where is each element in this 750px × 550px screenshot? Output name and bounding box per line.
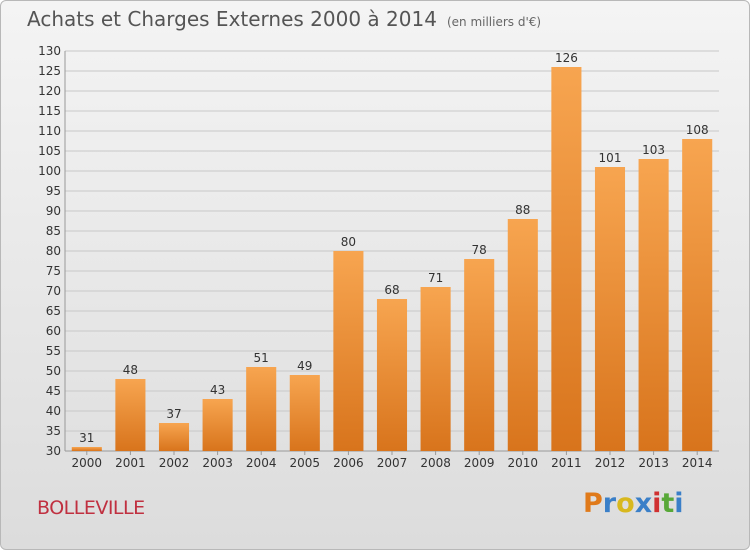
bar-2002 — [158, 423, 190, 451]
y-tick-label: 40 — [46, 404, 61, 418]
data-label: 43 — [210, 383, 225, 397]
bar-2010 — [507, 219, 538, 451]
chart-subtitle: (en milliers d'€) — [446, 15, 542, 29]
x-tick-label: 2000 — [72, 456, 103, 470]
x-tick-label: 2008 — [420, 456, 451, 470]
data-label: 49 — [297, 359, 312, 373]
y-tick-label: 120 — [38, 84, 61, 98]
data-label: 101 — [599, 151, 622, 165]
logo-letter: x — [634, 488, 653, 519]
data-label: 31 — [79, 431, 94, 445]
logo-letter: o — [616, 488, 635, 519]
data-label: 108 — [686, 123, 709, 137]
logo-letter: t — [661, 488, 675, 519]
labels: 30 35 40 45 50 55 60 65 70 75 80 85 90 95 100 105 110 115… — [38, 44, 712, 470]
data-label: 88 — [515, 203, 530, 217]
y-tick-label: 130 — [38, 44, 61, 58]
bar-2013 — [638, 159, 669, 451]
y-tick-label: 105 — [38, 144, 61, 158]
logo-letter: i — [652, 488, 662, 519]
data-label: 68 — [384, 283, 399, 297]
y-tick-label: 65 — [46, 304, 61, 318]
y-tick-label: 100 — [38, 164, 61, 178]
y-tick-label: 55 — [46, 344, 61, 358]
data-label: 78 — [472, 243, 487, 257]
bar-2008 — [420, 287, 451, 451]
y-tick-label: 80 — [46, 244, 61, 258]
bar-2005 — [289, 375, 320, 451]
x-tick-label: 2006 — [333, 456, 364, 470]
x-tick-label: 2011 — [551, 456, 582, 470]
bar-2003 — [202, 399, 233, 451]
chart-title: Achats et Charges Externes 2000 à 2014 — [27, 7, 437, 31]
chart-title-row: Achats et Charges Externes 2000 à 2014 (e… — [27, 7, 541, 31]
data-label: 51 — [254, 351, 269, 365]
y-tick-label: 115 — [38, 104, 61, 118]
bar-2014 — [682, 139, 713, 451]
x-tick-label: 2004 — [246, 456, 277, 470]
data-label: 71 — [428, 271, 443, 285]
place-name: BOLLEVILLE — [37, 497, 145, 519]
x-tick-label: 2005 — [290, 456, 321, 470]
y-tick-label: 110 — [38, 124, 61, 138]
y-tick-label: 75 — [46, 264, 61, 278]
x-tick-label: 2013 — [638, 456, 669, 470]
bar-2007 — [376, 299, 408, 451]
y-tick-label: 85 — [46, 224, 61, 238]
y-tick-label: 70 — [46, 284, 61, 298]
x-tick-label: 2009 — [464, 456, 495, 470]
x-tick-label: 2010 — [508, 456, 539, 470]
bar-2012 — [594, 167, 626, 451]
proxiti-logo: Proxiti — [583, 488, 684, 519]
y-tick-label: 95 — [46, 184, 61, 198]
y-tick-label: 50 — [46, 364, 61, 378]
bar-2006 — [333, 251, 364, 451]
data-label: 126 — [555, 51, 578, 65]
bars — [71, 67, 713, 451]
bar-2011 — [551, 67, 582, 451]
x-tick-label: 2007 — [377, 456, 408, 470]
x-tick-label: 2012 — [595, 456, 626, 470]
y-tick-label: 35 — [46, 424, 61, 438]
bar-2000 — [71, 447, 102, 451]
x-tick-label: 2014 — [682, 456, 713, 470]
data-label: 80 — [341, 235, 356, 249]
bar-2004 — [246, 367, 277, 451]
y-tick-label: 30 — [46, 444, 61, 458]
data-label: 48 — [123, 363, 138, 377]
logo-letter: i — [674, 488, 684, 519]
bar-2009 — [464, 259, 495, 451]
y-tick-label: 60 — [46, 324, 61, 338]
y-tick-label: 45 — [46, 384, 61, 398]
logo-letter: P — [583, 488, 603, 519]
bar-2001 — [115, 379, 146, 451]
y-tick-label: 125 — [38, 64, 61, 78]
x-tick-label: 2003 — [202, 456, 233, 470]
data-label: 103 — [642, 143, 665, 157]
y-tick-label: 90 — [46, 204, 61, 218]
data-label: 37 — [166, 407, 181, 421]
logo-letter: r — [602, 488, 617, 519]
x-tick-label: 2002 — [159, 456, 190, 470]
x-tick-label: 2001 — [115, 456, 146, 470]
